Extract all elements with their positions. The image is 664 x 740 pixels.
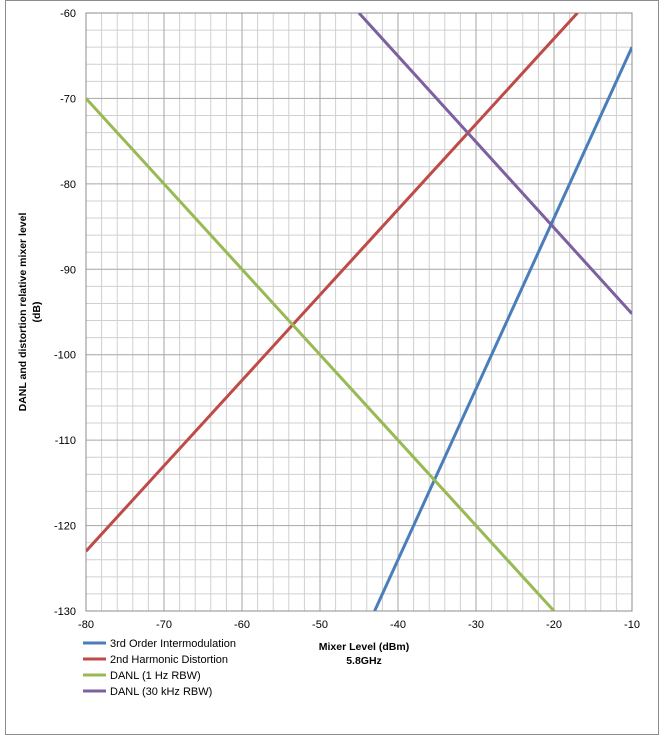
y-tick-label: -80 [60,179,76,191]
legend-entry: DANL (30 kHz RBW) [110,686,212,698]
legend-entry: 2nd Harmonic Distortion [110,654,228,666]
y-tick-label: -110 [55,435,76,447]
line-chart: -80 -70 -60 -50 -40 -30 -20 -10 -60 -70 -80 -90 -10… [17,8,640,698]
series-lines [86,13,632,611]
legend-entry: DANL (1 Hz RBW) [110,670,201,682]
x-tick-label: -50 [312,619,328,631]
y-axis-title: DANL and distortion relative mixer level [17,213,29,412]
y-tick-label: -120 [54,521,76,533]
x-tick-label: -60 [234,619,250,631]
series-line-2 [86,13,579,553]
y-tick-label: -100 [54,350,76,362]
legend-entry: 3rd Order Intermodulation [110,638,236,650]
x-tick-label: -10 [624,619,640,631]
x-tick-label: -20 [546,619,562,631]
x-tick-label: -80 [78,619,94,631]
y-axis-subtitle: (dB) [31,302,43,323]
y-tick-label: -130 [54,606,76,618]
y-tick-label: -90 [60,264,76,276]
x-tick-label: -40 [390,619,406,631]
series-line-1 [373,46,632,611]
y-tick-label: -60 [60,8,76,20]
plot-border [85,12,633,612]
minor-grid [86,13,632,611]
series-line-4 [357,13,632,315]
legend: 3rd Order Intermodulation 2nd Harmonic Di… [83,638,236,698]
x-tick-label: -70 [156,619,172,631]
series-line-3 [86,97,556,611]
x-axis-title: Mixer Level (dBm) [319,641,409,653]
x-tick-label: -30 [468,619,484,631]
y-tick-labels: -60 -70 -80 -90 -100 -110 -120 -130 [54,8,76,618]
x-tick-labels: -80 -70 -60 -50 -40 -30 -20 -10 [78,619,640,631]
y-tick-label: -70 [60,93,76,105]
chart-frame: -80 -70 -60 -50 -40 -30 -20 -10 -60 -70 -80 -90 -10… [5,0,659,735]
x-axis-subtitle: 5.8GHz [346,655,382,667]
major-grid [86,13,632,611]
